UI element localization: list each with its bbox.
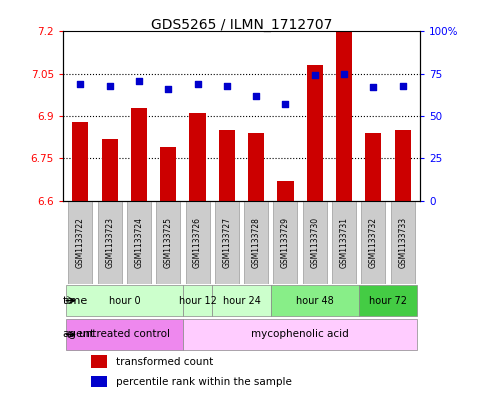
Bar xyxy=(248,133,264,201)
Bar xyxy=(91,376,108,387)
Bar xyxy=(189,113,206,201)
FancyBboxPatch shape xyxy=(391,201,414,284)
Text: hour 72: hour 72 xyxy=(369,296,407,306)
Text: GSM1133731: GSM1133731 xyxy=(340,217,349,268)
FancyBboxPatch shape xyxy=(156,201,180,284)
Text: untreated control: untreated control xyxy=(79,329,170,340)
Point xyxy=(106,83,114,89)
Bar xyxy=(277,181,294,201)
Text: GSM1133729: GSM1133729 xyxy=(281,217,290,268)
Bar xyxy=(91,355,108,368)
Point xyxy=(164,86,172,92)
Bar xyxy=(307,65,323,201)
FancyBboxPatch shape xyxy=(127,201,151,284)
FancyBboxPatch shape xyxy=(303,201,327,284)
FancyBboxPatch shape xyxy=(183,319,417,350)
FancyBboxPatch shape xyxy=(98,201,122,284)
Text: GSM1133728: GSM1133728 xyxy=(252,217,261,268)
FancyBboxPatch shape xyxy=(215,201,239,284)
Bar xyxy=(219,130,235,201)
Text: GSM1133726: GSM1133726 xyxy=(193,217,202,268)
Bar xyxy=(131,108,147,201)
FancyBboxPatch shape xyxy=(185,201,210,284)
Text: hour 0: hour 0 xyxy=(109,296,140,306)
Text: mycophenolic acid: mycophenolic acid xyxy=(251,329,349,340)
Text: hour 12: hour 12 xyxy=(179,296,216,306)
Point xyxy=(282,101,289,107)
Text: GDS5265 / ILMN_1712707: GDS5265 / ILMN_1712707 xyxy=(151,18,332,32)
Point xyxy=(252,93,260,99)
Bar xyxy=(336,31,352,201)
FancyBboxPatch shape xyxy=(361,201,385,284)
FancyBboxPatch shape xyxy=(244,201,268,284)
Text: GSM1133722: GSM1133722 xyxy=(76,217,85,268)
Text: hour 24: hour 24 xyxy=(223,296,260,306)
FancyBboxPatch shape xyxy=(66,285,183,316)
FancyBboxPatch shape xyxy=(212,285,271,316)
Text: GSM1133732: GSM1133732 xyxy=(369,217,378,268)
FancyBboxPatch shape xyxy=(271,285,359,316)
Point xyxy=(135,77,143,84)
Point xyxy=(399,83,407,89)
FancyBboxPatch shape xyxy=(332,201,356,284)
Text: percentile rank within the sample: percentile rank within the sample xyxy=(116,376,292,387)
Text: GSM1133724: GSM1133724 xyxy=(134,217,143,268)
Text: GSM1133725: GSM1133725 xyxy=(164,217,173,268)
Bar xyxy=(72,122,88,201)
Text: time: time xyxy=(63,296,88,306)
FancyBboxPatch shape xyxy=(273,201,298,284)
Bar xyxy=(395,130,411,201)
Text: agent: agent xyxy=(63,329,95,340)
Point xyxy=(76,81,84,87)
Text: hour 48: hour 48 xyxy=(296,296,334,306)
Point xyxy=(340,71,348,77)
FancyBboxPatch shape xyxy=(66,319,183,350)
Point xyxy=(311,72,319,79)
Text: GSM1133730: GSM1133730 xyxy=(310,217,319,268)
Text: transformed count: transformed count xyxy=(116,357,213,367)
Point xyxy=(194,81,201,87)
Point xyxy=(223,83,231,89)
Text: GSM1133733: GSM1133733 xyxy=(398,217,407,268)
FancyBboxPatch shape xyxy=(359,285,417,316)
Bar xyxy=(365,133,382,201)
Bar xyxy=(101,139,118,201)
Point xyxy=(369,84,377,90)
FancyBboxPatch shape xyxy=(69,201,92,284)
Text: GSM1133727: GSM1133727 xyxy=(222,217,231,268)
Bar xyxy=(160,147,176,201)
FancyBboxPatch shape xyxy=(183,285,212,316)
Text: GSM1133723: GSM1133723 xyxy=(105,217,114,268)
